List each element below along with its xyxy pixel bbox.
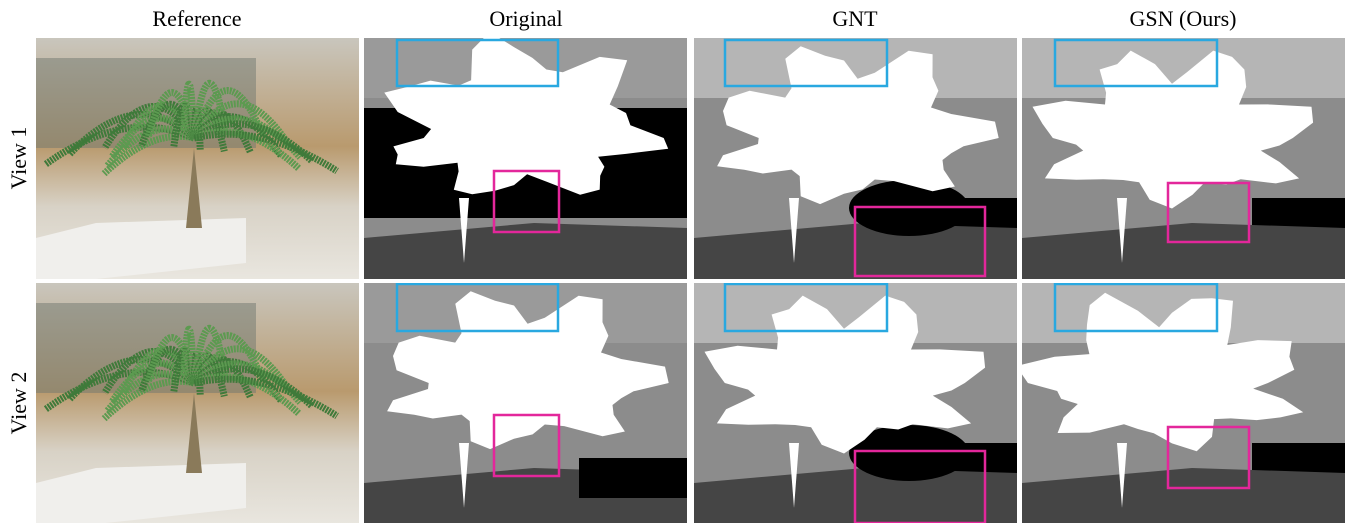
- reference-image: [36, 38, 359, 279]
- column-title: Reference: [152, 6, 241, 31]
- depth-map: [694, 38, 1017, 279]
- depth-map: [694, 283, 1017, 523]
- row-label: View 2: [6, 372, 31, 435]
- depth-map: [364, 283, 687, 523]
- depth-map: [1022, 38, 1345, 279]
- column-title: GNT: [832, 6, 878, 31]
- column-title: GSN (Ours): [1130, 6, 1237, 31]
- column-title: Original: [489, 6, 562, 31]
- panels: [36, 32, 1345, 523]
- reference-image: [36, 283, 359, 523]
- figure: Reference Original GNT GSN (Ours) View 1…: [0, 0, 1349, 523]
- row-label: View 1: [6, 127, 31, 190]
- depth-map: [364, 32, 687, 279]
- hole: [579, 458, 687, 498]
- depth-map: [1016, 283, 1345, 523]
